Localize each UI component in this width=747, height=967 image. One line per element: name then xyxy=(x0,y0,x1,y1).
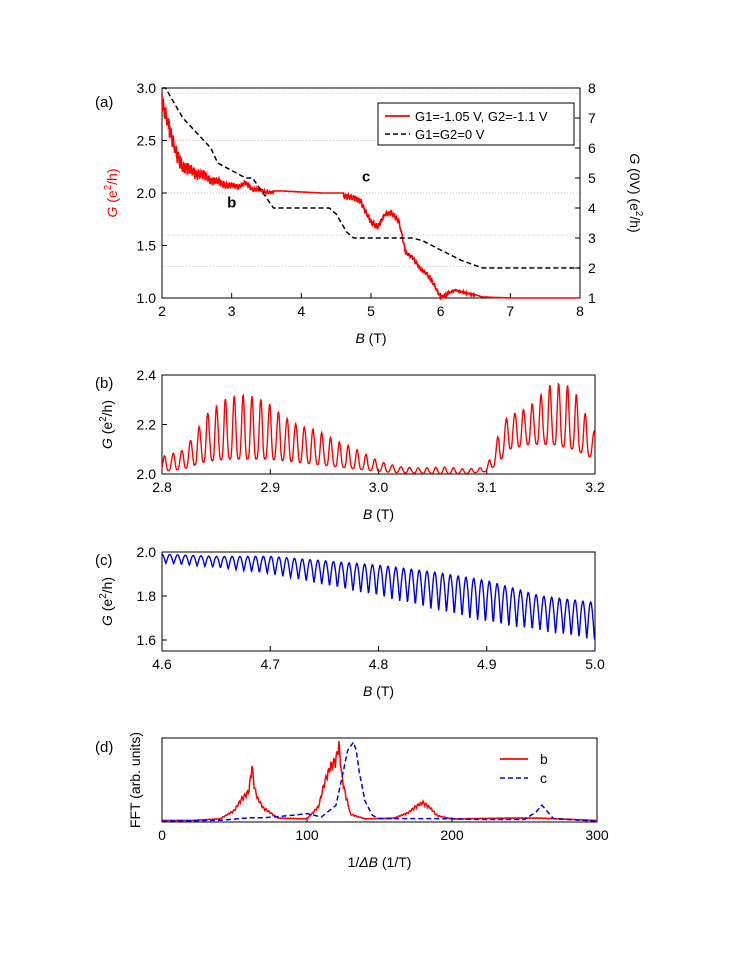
panel-a-ytick-right-label: 6 xyxy=(588,140,596,156)
panel-a-ytick-right-label: 5 xyxy=(588,170,596,186)
panel-b-ytick-label: 2.2 xyxy=(137,417,157,433)
panel-d-xtick-label: 300 xyxy=(585,827,609,843)
panel-a-ytick-right-label: 3 xyxy=(588,230,596,246)
annotation-b: b xyxy=(227,195,236,212)
series-line-b xyxy=(161,382,596,475)
panel-d-xlabel: 1/ΔB (1/T) xyxy=(348,854,412,870)
legend-label: b xyxy=(540,751,548,767)
panel-b-xtick-label: 2.9 xyxy=(261,479,281,495)
series-line-c xyxy=(161,553,596,640)
legend-label: G1=G2=0 V xyxy=(415,127,485,142)
panel-c-xtick-label: 5.0 xyxy=(585,656,605,672)
legend-label: c xyxy=(540,770,547,786)
panel-a-ytick-label: 1.5 xyxy=(137,238,157,254)
panel-a-label: (a) xyxy=(95,94,113,111)
annotation-c: c xyxy=(362,168,370,185)
panel-c-xtick-label: 4.7 xyxy=(261,656,281,672)
panel-c-xtick-label: 4.6 xyxy=(152,656,172,672)
legend: G1=-1.05 V, G2=-1.1 V G1=G2=0 V xyxy=(377,102,575,146)
panel-a-xtick-label: 5 xyxy=(367,303,375,319)
series-line-zero-gate xyxy=(162,87,580,269)
panel-c-xlabel: B (T) xyxy=(363,683,394,699)
series-line-fft-b xyxy=(161,741,598,822)
legend-box xyxy=(377,102,575,146)
panel-c-xtick-label: 4.8 xyxy=(369,656,389,672)
panel-a-ytick-label: 1.0 xyxy=(137,290,157,306)
panel-a-xtick-label: 4 xyxy=(297,303,305,319)
panel-c: (c) 4.6 4.7 4.8 4.9 5.0 1.6 1.8 2.0 B (T) G (e2/h) xyxy=(95,544,605,699)
panel-c-label: (c) xyxy=(95,552,113,569)
legend-label: G1=-1.05 V, G2=-1.1 V xyxy=(415,109,548,124)
panel-a-ytick-label: 2.5 xyxy=(137,133,157,149)
panel-b-xtick-label: 2.8 xyxy=(152,479,172,495)
panel-b-xlabel: B (T) xyxy=(363,506,394,522)
series-line-fft-c xyxy=(161,740,598,822)
panel-c-ytick-label: 1.8 xyxy=(137,588,157,604)
panel-b: (b) 2.8 2.9 3.0 3.1 3.2 2.0 2.2 2.4 B (T) G (e2/h) xyxy=(95,367,605,522)
panel-a-ytick-right-label: 8 xyxy=(588,80,596,96)
panel-a-ytick-right-label: 4 xyxy=(588,200,596,216)
panel-a-ytick-right-label: 2 xyxy=(588,260,596,276)
panel-a-xtick-label: 3 xyxy=(228,303,236,319)
panel-a-ytick-label: 3.0 xyxy=(137,80,157,96)
panel-a-ytick-right-label: 1 xyxy=(588,290,596,306)
panel-a-ytick-right-label: 7 xyxy=(588,110,596,126)
panel-a-ylabel-right: G (0V) (e2/h) xyxy=(627,153,644,232)
panel-a-xtick-label: 7 xyxy=(506,303,514,319)
legend: bc xyxy=(500,751,548,786)
panel-d-xtick-label: 0 xyxy=(158,827,166,843)
panel-d: (d) 0 100 200 300 1/ΔB (1/T) FFT (arb. units) b… xyxy=(95,732,609,870)
panel-b-xtick-label: 3.0 xyxy=(369,479,389,495)
panel-a-xlabel: B (T) xyxy=(355,330,386,346)
panel-d-xtick-label: 100 xyxy=(295,827,319,843)
panel-b-ytick-label: 2.0 xyxy=(137,466,157,482)
panel-b-label: (b) xyxy=(95,375,113,392)
panel-b-xtick-label: 3.2 xyxy=(585,479,605,495)
panel-c-ytick-label: 2.0 xyxy=(137,544,157,560)
panel-a: (a) 2 3 4 5 6 7 8 1.0 1.5 2.0 2.5 3.0 B (T) G (e2/h) 1 2… xyxy=(95,80,644,346)
panel-c-ytick-label: 1.6 xyxy=(137,632,157,648)
panel-d-xtick-label: 200 xyxy=(440,827,464,843)
panel-c-xtick-label: 4.9 xyxy=(477,656,497,672)
panel-b-ytick-label: 2.4 xyxy=(137,367,157,383)
panel-d-ylabel: FFT (arb. units) xyxy=(127,732,143,828)
panel-d-label: (d) xyxy=(95,739,113,756)
panel-a-ylabel: G (e2/h) xyxy=(103,168,120,217)
panel-a-xtick-label: 8 xyxy=(576,303,584,319)
panel-a-xtick-label: 6 xyxy=(437,303,445,319)
panel-c-ylabel: G (e2/h) xyxy=(98,577,115,626)
panel-a-ytick-label: 2.0 xyxy=(137,185,157,201)
series-line-gate-biased xyxy=(161,93,580,302)
panel-b-ylabel: G (e2/h) xyxy=(98,400,115,449)
panel-a-xtick-label: 2 xyxy=(158,303,166,319)
panel-b-xtick-label: 3.1 xyxy=(477,479,497,495)
panel-d-frame xyxy=(161,737,598,823)
